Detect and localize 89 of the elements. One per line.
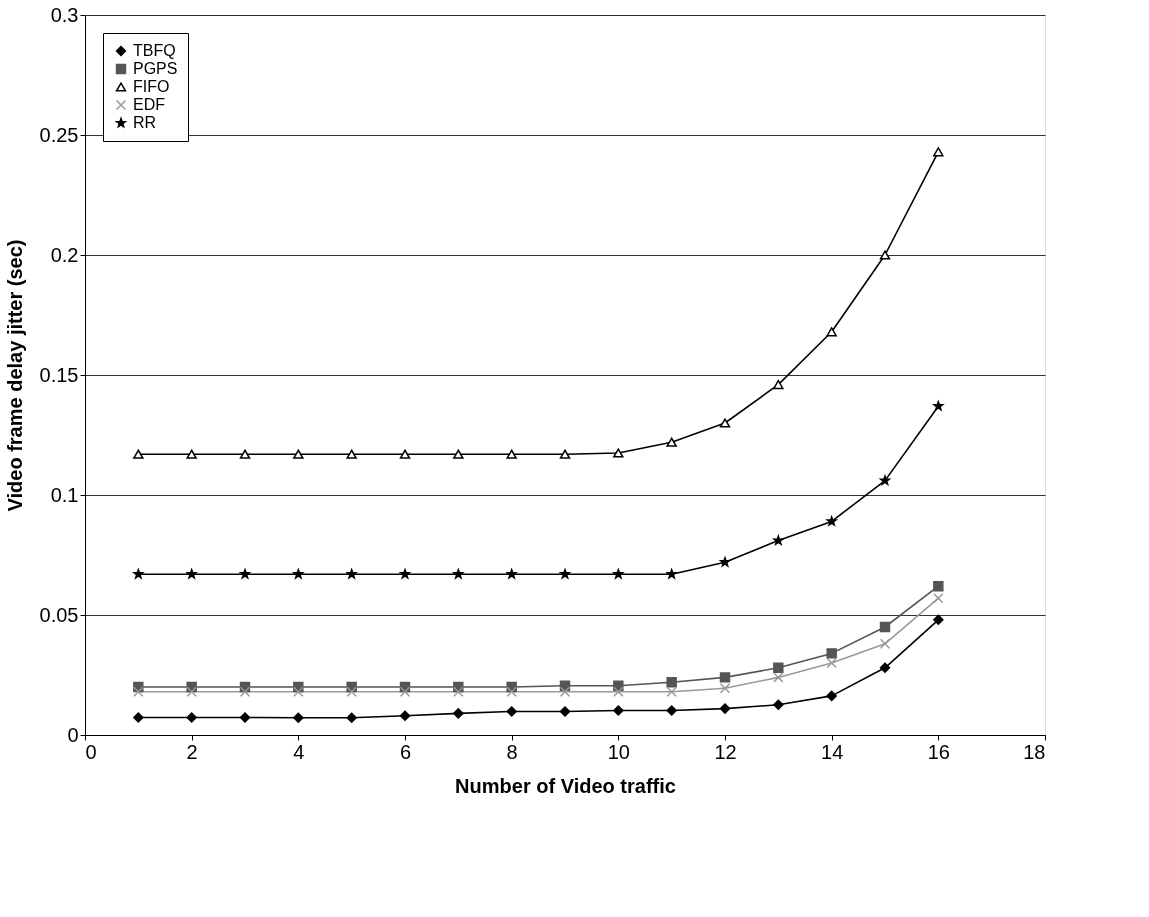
point: [879, 250, 891, 260]
point: [239, 686, 251, 698]
x-tick-label: 0: [85, 740, 97, 763]
point: [773, 379, 784, 390]
point: [506, 706, 517, 717]
point: [293, 686, 304, 698]
point: [453, 568, 464, 579]
point: [933, 400, 944, 411]
point: [933, 580, 944, 592]
x-axis-title: Number of Video traffic: [455, 774, 676, 797]
point: [773, 699, 784, 710]
legend-label: FIFO: [133, 78, 170, 95]
legend-label: RR: [133, 114, 157, 131]
point: [666, 437, 677, 447]
point: [826, 648, 837, 659]
point: [506, 686, 517, 698]
point: [879, 662, 891, 674]
point: [293, 568, 304, 579]
legend-label: TBFQ: [133, 42, 176, 59]
point: [346, 686, 357, 698]
point: [399, 686, 411, 698]
point: [239, 449, 251, 459]
point: [559, 449, 571, 459]
point: [399, 710, 411, 722]
point: [186, 568, 197, 579]
point: [186, 712, 197, 723]
point: [346, 449, 357, 459]
point: [826, 516, 837, 526]
x-tick-label: 16: [927, 740, 950, 763]
y-tick-label: 0: [67, 723, 79, 746]
point: [666, 705, 677, 716]
point: [826, 690, 837, 702]
y-tick-label: 0.25: [39, 123, 79, 146]
point: [559, 706, 571, 717]
point: [613, 448, 624, 458]
point: [719, 682, 731, 694]
point: [186, 449, 197, 459]
point: [719, 672, 731, 683]
x-tick-label: 18: [1023, 740, 1046, 763]
legend-label: PGPS: [133, 60, 178, 77]
x-tick-label: 2: [186, 740, 198, 763]
x-tick-label: 6: [399, 740, 412, 763]
point: [879, 621, 891, 633]
point: [453, 686, 464, 698]
x-tick-label: 14: [821, 740, 844, 763]
point: [773, 535, 784, 545]
point: [933, 592, 944, 604]
point: [666, 676, 677, 688]
point: [826, 657, 837, 669]
point: [399, 449, 411, 459]
point: [133, 686, 144, 698]
point: [133, 712, 144, 723]
point: [293, 712, 304, 723]
x-tick-label: 10: [607, 740, 630, 763]
y-tick-label: 0.15: [39, 363, 79, 386]
point: [239, 712, 251, 723]
point: [933, 147, 944, 157]
point: [346, 568, 357, 579]
point: [666, 568, 677, 579]
point: [506, 568, 517, 579]
point: [506, 449, 517, 459]
y-tick-label: 0.05: [39, 603, 79, 626]
point: [613, 568, 624, 579]
point: [453, 708, 464, 719]
point: [186, 686, 197, 698]
y-axis-title: Video frame delay jitter (sec): [3, 239, 26, 512]
point: [453, 449, 464, 459]
x-tick-label: 4: [293, 740, 305, 763]
point: [719, 418, 731, 428]
point: [773, 672, 784, 683]
point: [559, 686, 571, 698]
y-tick-label: 0.3: [50, 3, 79, 26]
y-tick-label: 0.1: [50, 483, 79, 506]
y-tick-label: 0.2: [50, 243, 79, 266]
point: [879, 638, 891, 650]
point: [133, 568, 144, 579]
point: [133, 449, 144, 459]
point: [666, 686, 677, 698]
point: [293, 449, 304, 459]
point: [826, 327, 837, 337]
point: [719, 703, 731, 714]
point: [613, 686, 624, 698]
point: [613, 705, 624, 716]
point: [933, 614, 944, 626]
x-tick-label: 8: [506, 740, 518, 763]
point: [773, 662, 784, 674]
point: [346, 712, 357, 723]
x-tick-label: 12: [714, 740, 737, 763]
legend-label: EDF: [133, 96, 166, 113]
